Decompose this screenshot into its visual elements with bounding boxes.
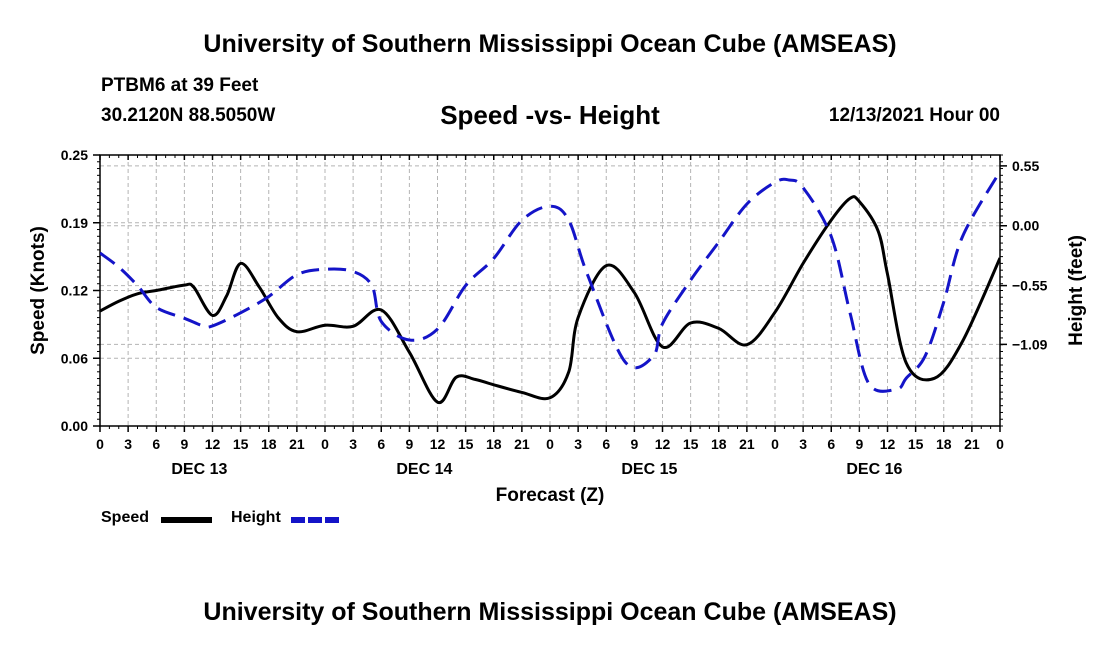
- x-tick-label: 15: [233, 436, 249, 452]
- x-tick-label: 6: [152, 436, 160, 452]
- x-tick-label: 18: [486, 436, 502, 452]
- left-tick-label: 0.25: [61, 147, 88, 163]
- x-tick-label: 21: [739, 436, 755, 452]
- right-axis-title: Height (feet): [1066, 235, 1087, 346]
- grid: [99, 154, 1001, 427]
- day-label: DEC 15: [621, 461, 677, 478]
- right-tick-label: 0.55: [1012, 158, 1039, 174]
- chart-main-title: University of Southern Mississippi Ocean…: [203, 30, 897, 58]
- x-tick-label: 6: [827, 436, 835, 452]
- right-tick-label: 0.00: [1012, 218, 1039, 234]
- series-line-speed: [100, 195, 1000, 404]
- x-tick-label: 3: [799, 436, 807, 452]
- plot-frame: [99, 154, 1001, 427]
- chart-subtitle: Speed -vs- Height: [440, 100, 660, 130]
- legend-height-label: Height: [231, 509, 281, 526]
- x-tick-label: 15: [683, 436, 699, 452]
- x-tick-label: 3: [124, 436, 132, 452]
- x-tick-label: 9: [855, 436, 863, 452]
- x-tick-label: 21: [514, 436, 530, 452]
- x-tick-label: 9: [180, 436, 188, 452]
- day-label: DEC 13: [171, 461, 227, 478]
- left-tick-label: 0.19: [61, 215, 88, 231]
- x-tick-label: 9: [405, 436, 413, 452]
- x-tick-label: 3: [574, 436, 582, 452]
- axes: 0 3 6 9 12 15 18 21 0 3 6 9 12 15 18 21 0 3 6 9 12 15 18 21 0 3 6 9…: [28, 147, 1087, 506]
- x-tick-label: 21: [964, 436, 980, 452]
- station-label: PTBM6 at 39 Feet: [101, 75, 259, 96]
- day-label: DEC 14: [396, 461, 452, 478]
- forecast-datetime: 12/13/2021 Hour 00: [828, 105, 1000, 126]
- left-axis-title: Speed (Knots): [28, 226, 49, 355]
- x-tick-label: 0: [96, 436, 104, 452]
- x-tick-label: 12: [880, 436, 896, 452]
- x-tick-label: 18: [261, 436, 277, 452]
- right-tick-label: −0.55: [1012, 278, 1048, 294]
- left-tick-label: 0.06: [61, 350, 88, 366]
- x-tick-label: 18: [711, 436, 727, 452]
- x-tick-label: 9: [630, 436, 638, 452]
- x-tick-label: 15: [908, 436, 924, 452]
- x-tick-label: 0: [771, 436, 779, 452]
- x-tick-label: 12: [430, 436, 446, 452]
- x-tick-label: 3: [349, 436, 357, 452]
- x-tick-label: 18: [936, 436, 952, 452]
- series-layer: [100, 170, 1000, 404]
- x-tick-label: 0: [546, 436, 554, 452]
- x-tick-label: 0: [996, 436, 1004, 452]
- legend-speed-label: Speed: [101, 509, 150, 526]
- x-axis-title: Forecast (Z): [496, 485, 605, 506]
- x-tick-label: 12: [205, 436, 221, 452]
- left-tick-label: 0.00: [61, 418, 88, 434]
- x-tick-label: 15: [458, 436, 474, 452]
- x-tick-label: 0: [321, 436, 329, 452]
- x-tick-label: 6: [602, 436, 610, 452]
- right-tick-label: −1.09: [1012, 336, 1048, 352]
- footer-title: University of Southern Mississippi Ocean…: [203, 598, 897, 626]
- left-tick-label: 0.12: [61, 283, 88, 299]
- x-tick-label: 21: [289, 436, 305, 452]
- x-tick-label: 6: [377, 436, 385, 452]
- x-tick-label: 12: [655, 436, 671, 452]
- coordinates-label: 30.2120N 88.5050W: [101, 105, 276, 126]
- day-label: DEC 16: [846, 461, 902, 478]
